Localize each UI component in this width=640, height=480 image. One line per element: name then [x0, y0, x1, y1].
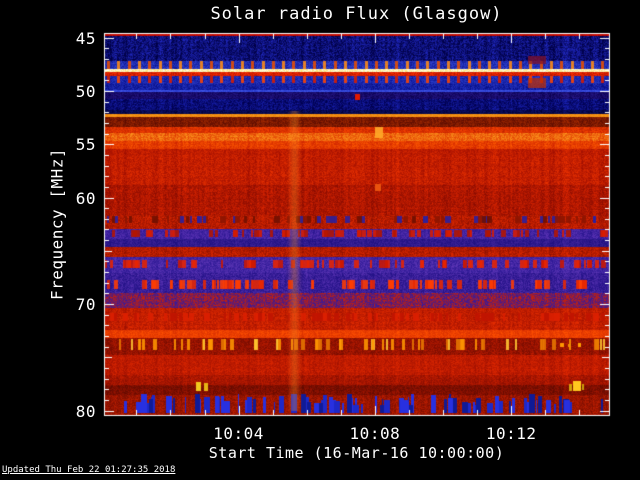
updated-timestamp: Updated Thu Feb 22 01:27:35 2018	[2, 465, 176, 475]
y-tick-label: 55	[75, 135, 96, 155]
page-title: Solar radio Flux (Glasgow)	[210, 4, 503, 24]
x-axis-label: Start Time (16-Mar-16 10:00:00)	[208, 444, 505, 462]
y-tick-label: 60	[75, 188, 96, 208]
x-tick-label: 10:08	[349, 424, 401, 443]
y-tick-label: 50	[75, 82, 96, 102]
x-tick-label: 10:12	[485, 424, 537, 443]
y-tick-label: 45	[75, 28, 96, 48]
y-tick-label: 70	[75, 295, 96, 315]
x-tick-label: 10:04	[213, 424, 264, 443]
y-axis-label: Frequency [MHz]	[47, 148, 67, 300]
y-tick-label: 80	[75, 401, 96, 421]
